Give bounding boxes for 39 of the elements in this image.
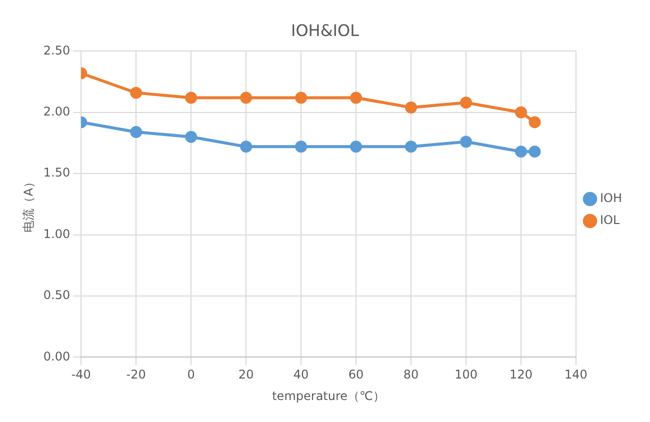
x-tick-label: 0	[187, 368, 195, 382]
chart-title: IOH&IOL	[290, 20, 360, 40]
point	[350, 92, 362, 104]
y-tick-label: 2.00	[43, 104, 70, 119]
point	[240, 140, 252, 153]
x-tick-label: 40	[293, 368, 309, 382]
point	[405, 140, 418, 153]
y-tick-label: 0.00	[43, 349, 70, 364]
point	[240, 92, 252, 104]
point	[130, 126, 142, 138]
point	[528, 116, 541, 128]
x-tick-label: 60	[348, 368, 364, 382]
x-tick-label: 140	[564, 368, 588, 382]
legend-label: IOH	[600, 191, 622, 206]
x-tick-label: 120	[510, 368, 532, 382]
point	[185, 130, 198, 143]
point	[515, 106, 528, 118]
y-tick-label: 0.50	[43, 288, 70, 302]
y-tick-label: 1.50	[43, 166, 70, 180]
legend-label: IOL	[600, 213, 620, 228]
y-tick-label: 2.50	[43, 43, 70, 58]
y-tick-label: 1.00	[43, 226, 70, 241]
point	[295, 140, 308, 153]
x-tick-label: 80	[403, 368, 419, 382]
point	[130, 86, 142, 99]
x-tick-label: -40	[71, 368, 91, 382]
point	[295, 92, 308, 104]
x-tick-label: 20	[238, 368, 254, 382]
x-tick-label: 100	[454, 368, 478, 382]
point	[185, 92, 198, 104]
y-axis-title: 电流（A）	[21, 176, 36, 232]
point	[405, 102, 418, 114]
x-axis-title: temperature（℃）	[272, 388, 386, 403]
point	[350, 140, 362, 153]
point	[460, 136, 472, 148]
point	[460, 96, 472, 109]
point	[515, 146, 528, 158]
point	[528, 146, 541, 158]
x-tick-label: -20	[126, 368, 146, 382]
